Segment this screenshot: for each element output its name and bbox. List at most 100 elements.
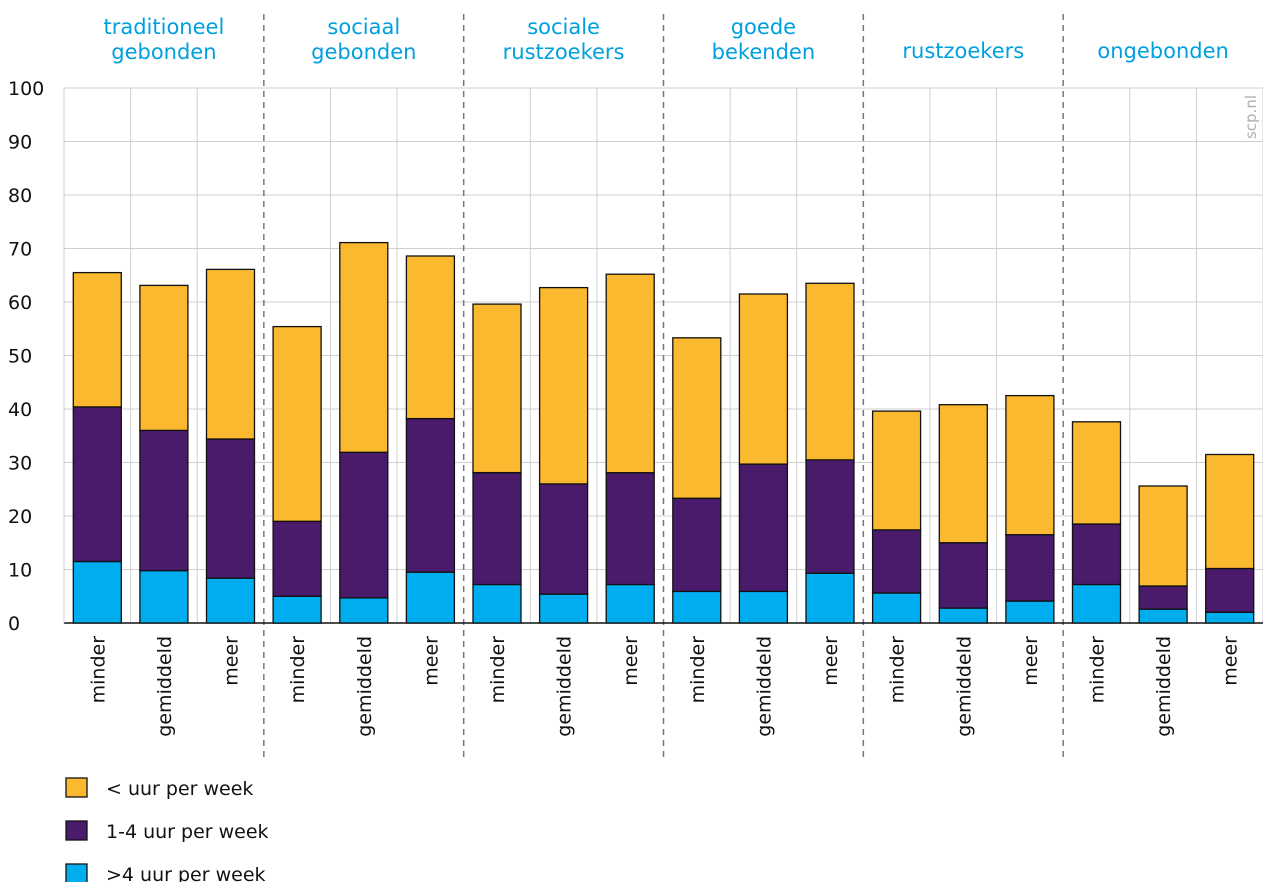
bar-segment	[871, 592, 922, 624]
bar-segment	[805, 282, 855, 461]
bar-segment	[738, 590, 789, 624]
bar-segment	[805, 459, 855, 574]
bar-segment	[605, 472, 655, 586]
bar-segment	[472, 583, 522, 624]
y-tick-label: 10	[8, 560, 32, 582]
bar-segment	[1071, 421, 1122, 525]
bar-segment	[938, 542, 988, 609]
bar-segment	[72, 271, 122, 408]
x-tick-label: minder	[887, 636, 909, 704]
x-tick-label: minder	[87, 636, 109, 704]
y-tick-label: 70	[8, 239, 32, 261]
group-label: bekenden	[712, 40, 815, 64]
bar-segment	[1138, 585, 1188, 610]
x-tick-label: meer	[221, 636, 243, 686]
bar-segment	[405, 255, 456, 420]
bar-segment	[672, 337, 722, 499]
x-tick-label: meer	[1020, 636, 1042, 686]
bar-segment	[871, 529, 922, 594]
bar-segment	[339, 241, 389, 453]
y-tick-label: 60	[8, 292, 32, 314]
x-tick-label: minder	[487, 636, 509, 704]
legend-swatch	[65, 863, 88, 882]
x-tick-label: meer	[620, 636, 642, 686]
group-label: traditioneel	[103, 15, 224, 39]
bar-segment	[1071, 523, 1122, 586]
y-tick-label: 50	[8, 346, 32, 368]
y-tick-label: 100	[8, 78, 44, 100]
x-tick-label: minder	[687, 636, 709, 704]
bar-segment	[472, 472, 522, 586]
bar-segment	[205, 438, 256, 579]
bar-segment	[139, 569, 189, 624]
y-tick-label: 0	[8, 613, 20, 635]
group-label: rustzoekers	[503, 40, 625, 64]
watermark: scp.nl	[1242, 95, 1260, 139]
bar-segment	[1205, 453, 1255, 570]
bar-segment	[339, 597, 389, 624]
group-label: sociaal	[327, 15, 400, 39]
x-tick-label: gemiddeld	[1153, 636, 1175, 737]
bar-segment	[738, 463, 789, 593]
bar-segment	[72, 406, 122, 563]
group-label: rustzoekers	[902, 39, 1024, 63]
bar-segment	[272, 520, 322, 597]
x-tick-label: gemiddeld	[154, 636, 176, 737]
bar-segment	[538, 593, 589, 624]
bar-segment	[72, 560, 122, 624]
x-tick-label: meer	[420, 636, 442, 686]
bar-segment	[1205, 567, 1255, 613]
bar-segment	[139, 429, 189, 572]
y-tick-label: 20	[8, 506, 32, 528]
bar-segment	[938, 607, 988, 624]
bar-segment	[139, 284, 189, 432]
x-tick-label: minder	[1087, 636, 1109, 704]
bar-segment	[205, 577, 256, 624]
legend-swatch	[65, 820, 88, 841]
bar-segment	[538, 286, 589, 485]
y-tick-label: 90	[8, 132, 32, 154]
bar-segment	[1138, 485, 1188, 587]
group-label: goede	[731, 15, 796, 39]
bar-segment	[405, 571, 456, 624]
bar-segment	[1205, 611, 1255, 624]
legend-swatch	[65, 777, 88, 798]
bar-segment	[805, 572, 855, 624]
x-tick-label: gemiddeld	[953, 636, 975, 737]
legend-label: >4 uur per week	[106, 864, 266, 882]
bar-segment	[1138, 608, 1188, 624]
group-label: gebonden	[311, 40, 416, 64]
y-tick-label: 80	[8, 185, 32, 207]
x-tick-label: gemiddeld	[753, 636, 775, 737]
bar-segment	[272, 325, 322, 522]
x-tick-label: minder	[287, 636, 309, 704]
x-tick-label: gemiddeld	[354, 636, 376, 737]
y-tick-label: 40	[8, 399, 32, 421]
bar-segment	[1005, 534, 1055, 602]
bar-segment	[605, 583, 655, 624]
bar-segment	[672, 590, 722, 624]
bar-segment	[1071, 583, 1122, 624]
y-tick-label: 30	[8, 453, 32, 475]
bar-segment	[938, 404, 988, 544]
bar-segment	[672, 497, 722, 593]
bar-segment	[205, 268, 256, 440]
bar-segment	[339, 451, 389, 599]
bar-segment	[1005, 394, 1055, 536]
legend-label: < uur per week	[106, 778, 253, 800]
bar-segment	[272, 595, 322, 624]
group-label: ongebonden	[1097, 39, 1228, 63]
x-tick-label: meer	[820, 636, 842, 686]
bar-segment	[405, 417, 456, 573]
bar-segment	[871, 410, 922, 531]
legend-label: 1-4 uur per week	[106, 821, 269, 843]
x-tick-label: meer	[1220, 636, 1242, 686]
bar-segment	[538, 483, 589, 595]
bar-segment	[1005, 600, 1055, 624]
bar-segment	[738, 293, 789, 465]
group-label: gebonden	[111, 40, 216, 64]
x-tick-label: gemiddeld	[554, 636, 576, 737]
group-label: sociale	[527, 15, 600, 39]
bar-segment	[605, 273, 655, 474]
